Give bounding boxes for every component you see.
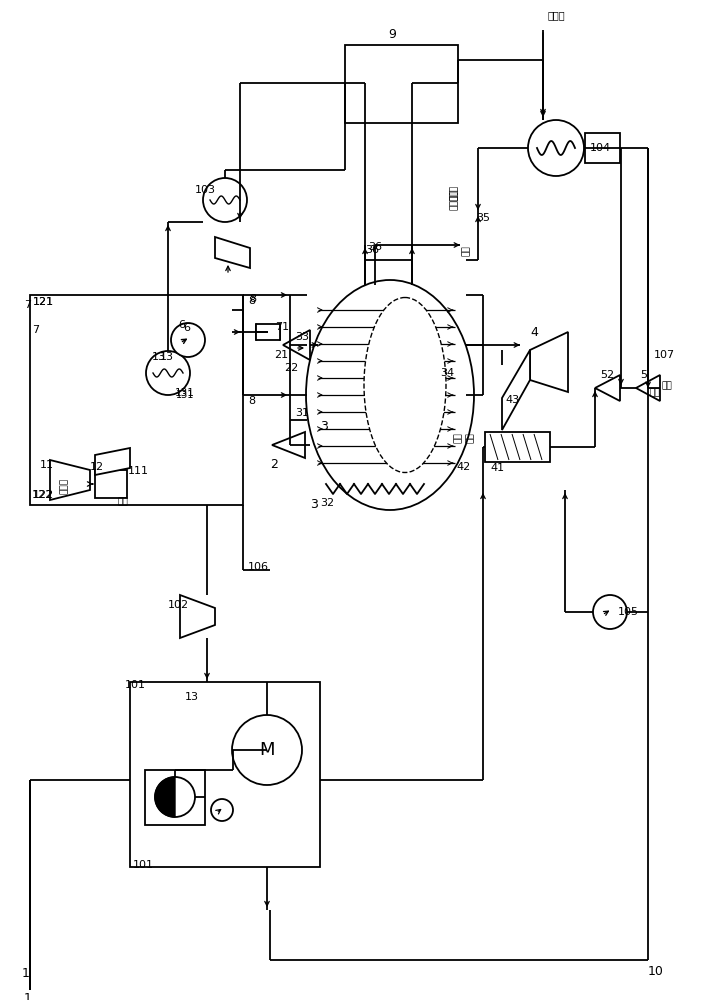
Text: 9: 9 xyxy=(388,28,396,41)
Text: 43: 43 xyxy=(505,395,519,405)
Text: 22: 22 xyxy=(284,363,298,373)
Text: 102: 102 xyxy=(168,600,189,610)
Text: 32: 32 xyxy=(320,498,334,508)
Text: 33: 33 xyxy=(295,332,309,342)
Polygon shape xyxy=(283,330,310,360)
Circle shape xyxy=(528,120,584,176)
Text: 106: 106 xyxy=(248,562,269,572)
Text: 101: 101 xyxy=(133,860,154,870)
Text: 7: 7 xyxy=(24,300,31,310)
Bar xyxy=(145,770,205,825)
Text: 滤水: 滤水 xyxy=(462,245,471,256)
Text: 34: 34 xyxy=(440,368,454,378)
Text: 8: 8 xyxy=(248,396,255,406)
Text: 1: 1 xyxy=(24,992,32,1000)
Ellipse shape xyxy=(306,280,474,510)
Text: 排气: 排气 xyxy=(466,432,475,443)
Text: 8: 8 xyxy=(248,296,255,306)
Text: 滤水: 滤水 xyxy=(454,432,463,443)
Circle shape xyxy=(146,351,190,395)
Text: 7: 7 xyxy=(32,325,39,335)
Text: 122: 122 xyxy=(33,490,54,500)
Text: 3: 3 xyxy=(320,420,328,433)
Text: 8: 8 xyxy=(249,294,256,304)
Text: 52: 52 xyxy=(600,370,614,380)
Text: 107: 107 xyxy=(654,350,675,360)
Text: 10: 10 xyxy=(648,965,664,978)
Polygon shape xyxy=(272,432,305,458)
Text: 41: 41 xyxy=(490,463,504,473)
Text: 13: 13 xyxy=(152,352,166,362)
Text: 122: 122 xyxy=(32,490,53,500)
Polygon shape xyxy=(155,777,175,817)
Text: 105: 105 xyxy=(618,607,639,617)
Text: 71: 71 xyxy=(275,322,289,332)
Text: 104: 104 xyxy=(590,143,611,153)
Circle shape xyxy=(155,777,195,817)
Circle shape xyxy=(203,178,247,222)
Bar xyxy=(95,470,127,498)
Bar xyxy=(585,133,620,163)
Polygon shape xyxy=(268,324,280,340)
Bar xyxy=(30,295,243,505)
Polygon shape xyxy=(636,375,660,401)
Text: 131: 131 xyxy=(175,388,195,398)
Text: 101: 101 xyxy=(125,680,146,690)
Text: 6: 6 xyxy=(183,323,190,333)
Text: 空气: 空气 xyxy=(118,497,128,506)
Text: 13: 13 xyxy=(185,692,199,702)
Text: 36: 36 xyxy=(365,245,379,255)
Text: 131: 131 xyxy=(176,390,194,400)
Ellipse shape xyxy=(364,298,446,473)
Text: 天然气: 天然气 xyxy=(60,478,69,494)
Polygon shape xyxy=(502,350,530,430)
Text: 42: 42 xyxy=(456,462,470,472)
Bar xyxy=(256,324,280,340)
Text: 3: 3 xyxy=(310,498,318,511)
Text: M: M xyxy=(259,741,274,759)
Text: 21: 21 xyxy=(274,350,288,360)
Bar xyxy=(345,45,458,123)
Text: 36: 36 xyxy=(368,242,382,252)
Text: 11: 11 xyxy=(40,460,54,470)
Polygon shape xyxy=(50,460,90,500)
Bar xyxy=(485,432,550,462)
Text: 4: 4 xyxy=(530,326,538,339)
Text: 5: 5 xyxy=(640,370,647,380)
Polygon shape xyxy=(95,448,130,475)
Text: 111: 111 xyxy=(128,466,149,476)
Polygon shape xyxy=(256,324,268,340)
Polygon shape xyxy=(215,237,250,268)
Polygon shape xyxy=(530,332,568,392)
Circle shape xyxy=(232,715,302,785)
Text: 2: 2 xyxy=(270,458,278,471)
Text: 103: 103 xyxy=(195,185,216,195)
Bar xyxy=(130,682,320,867)
Circle shape xyxy=(593,595,627,629)
Text: 淡水: 淡水 xyxy=(650,388,661,397)
Text: 31: 31 xyxy=(295,408,309,418)
Text: 1: 1 xyxy=(22,967,30,980)
Circle shape xyxy=(211,799,233,821)
Text: 6: 6 xyxy=(178,320,185,330)
Text: 原海水: 原海水 xyxy=(548,10,566,20)
Text: 121: 121 xyxy=(33,297,54,307)
Text: 排污水: 排污水 xyxy=(450,185,459,201)
Text: 13: 13 xyxy=(160,352,174,362)
Text: 淡水: 淡水 xyxy=(662,381,673,390)
Text: 未级蒸汽: 未级蒸汽 xyxy=(450,188,459,210)
Polygon shape xyxy=(595,375,620,401)
Text: 121: 121 xyxy=(33,297,54,307)
Text: 12: 12 xyxy=(90,462,104,472)
Text: 35: 35 xyxy=(476,213,490,223)
Polygon shape xyxy=(180,595,215,638)
Circle shape xyxy=(171,323,205,357)
